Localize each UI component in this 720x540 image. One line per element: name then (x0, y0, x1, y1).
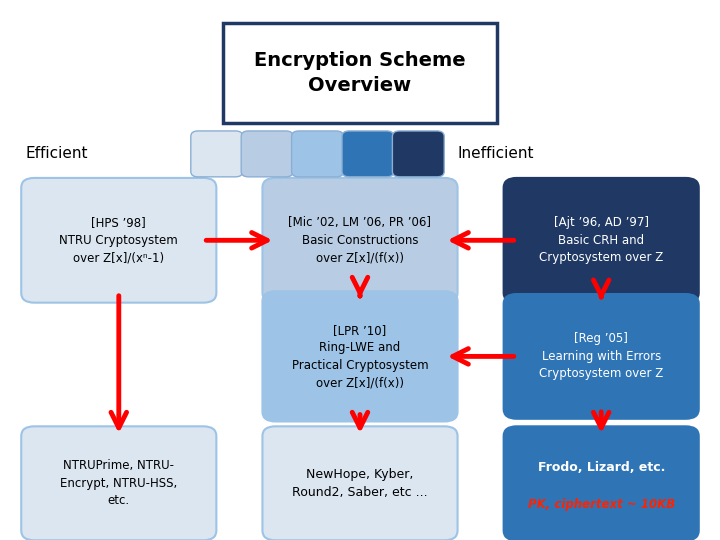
FancyBboxPatch shape (504, 178, 698, 302)
Text: Efficient: Efficient (25, 146, 88, 161)
Text: [HPS ’98]
NTRU Cryptosystem
over Z[x]/(xⁿ-1): [HPS ’98] NTRU Cryptosystem over Z[x]/(x… (60, 217, 178, 264)
FancyBboxPatch shape (262, 427, 458, 540)
FancyBboxPatch shape (504, 427, 698, 540)
FancyBboxPatch shape (292, 131, 343, 177)
FancyBboxPatch shape (191, 131, 243, 177)
Text: PK, ciphertext ~ 10KB: PK, ciphertext ~ 10KB (528, 498, 675, 511)
Text: NTRUPrime, NTRU-
Encrypt, NTRU-HSS,
etc.: NTRUPrime, NTRU- Encrypt, NTRU-HSS, etc. (60, 460, 177, 507)
FancyBboxPatch shape (22, 427, 216, 540)
FancyBboxPatch shape (22, 178, 216, 302)
FancyBboxPatch shape (223, 23, 497, 123)
Text: NewHope, Kyber,
Round2, Saber, etc ...: NewHope, Kyber, Round2, Saber, etc ... (292, 468, 428, 498)
Text: [Ajt ’96, AD ’97]
Basic CRH and
Cryptosystem over Z: [Ajt ’96, AD ’97] Basic CRH and Cryptosy… (539, 217, 663, 264)
Text: Encryption Scheme
Overview: Encryption Scheme Overview (254, 51, 466, 95)
Text: Inefficient: Inefficient (457, 146, 534, 161)
FancyBboxPatch shape (504, 294, 698, 419)
Text: [Reg ’05]
Learning with Errors
Cryptosystem over Z: [Reg ’05] Learning with Errors Cryptosys… (539, 333, 663, 380)
FancyBboxPatch shape (392, 131, 444, 177)
Text: [LPR ’10]
Ring-LWE and
Practical Cryptosystem
over Z[x]/(f(x)): [LPR ’10] Ring-LWE and Practical Cryptos… (292, 323, 428, 389)
FancyBboxPatch shape (262, 292, 458, 421)
FancyBboxPatch shape (241, 131, 293, 177)
Text: Frodo, Lizard, etc.: Frodo, Lizard, etc. (538, 461, 665, 474)
FancyBboxPatch shape (262, 178, 458, 302)
Text: [Mic ’02, LM ’06, PR ’06]
Basic Constructions
over Z[x]/(f(x)): [Mic ’02, LM ’06, PR ’06] Basic Construc… (289, 217, 431, 264)
FancyBboxPatch shape (342, 131, 394, 177)
